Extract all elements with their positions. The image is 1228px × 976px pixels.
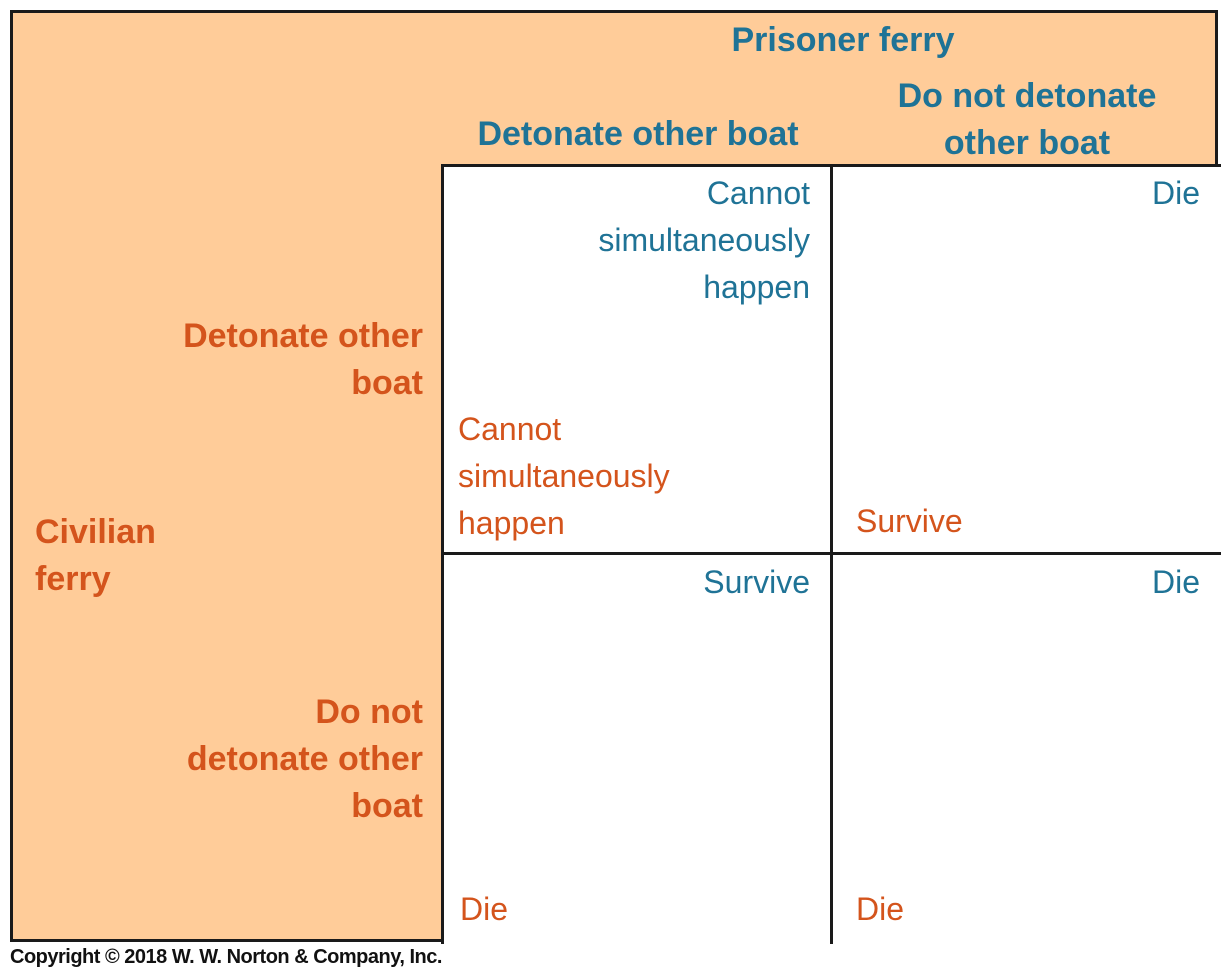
payoff-line: Cannot <box>458 411 562 447</box>
payoff-line: happen <box>458 505 565 541</box>
payoff-line: Cannot <box>706 175 810 211</box>
cell-r1c1-prisoner-payoff: Die <box>1151 564 1200 600</box>
cell-r1c0-prisoner-payoff: Survive <box>703 564 810 600</box>
payoff-line: happen <box>703 269 810 305</box>
row-strategy-line: Detonate other <box>183 317 423 355</box>
payoff-matrix: Prisoner ferry Detonate other boat Do no… <box>10 10 1221 944</box>
row-strategy-line: boat <box>351 364 423 402</box>
cell-r1c1-civilian-payoff: Die <box>856 891 905 927</box>
copyright-notice: Copyright © 2018 W. W. Norton & Company,… <box>10 946 442 968</box>
row-player-label-line: ferry <box>35 560 111 598</box>
cell-r0c1-civilian-payoff: Survive <box>856 503 963 539</box>
row-player-label-line: Civilian <box>35 513 156 551</box>
cell-r0c0-prisoner-payoff: Cannot simultaneously happen <box>453 170 810 311</box>
row-strategy-line: detonate other <box>186 740 423 778</box>
row-strategy-line: Do not <box>315 693 423 731</box>
row-strategy-do-not-detonate: Do not detonate other boat <box>73 689 423 830</box>
payoff-line: simultaneously <box>598 222 810 258</box>
grid-line-middle-horizontal <box>441 552 1221 555</box>
cell-r0c0-civilian-payoff: Cannot simultaneously happen <box>458 406 815 547</box>
payoff-line: simultaneously <box>458 458 670 494</box>
cell-r1c0-civilian-payoff: Die <box>460 891 509 927</box>
row-player-label: Civilian ferry <box>35 509 235 603</box>
row-strategy-line: boat <box>351 787 423 825</box>
cell-r0c1-prisoner-payoff: Die <box>1151 175 1200 211</box>
column-strategy-line: Do not detonate <box>897 77 1157 115</box>
row-strategy-detonate: Detonate other boat <box>73 313 423 407</box>
column-strategy-line: other boat <box>943 124 1111 162</box>
column-strategy-do-not-detonate: Do not detonate other boat <box>833 73 1221 167</box>
column-strategy-detonate: Detonate other boat <box>477 115 799 153</box>
column-player-label: Prisoner ferry <box>731 21 955 59</box>
